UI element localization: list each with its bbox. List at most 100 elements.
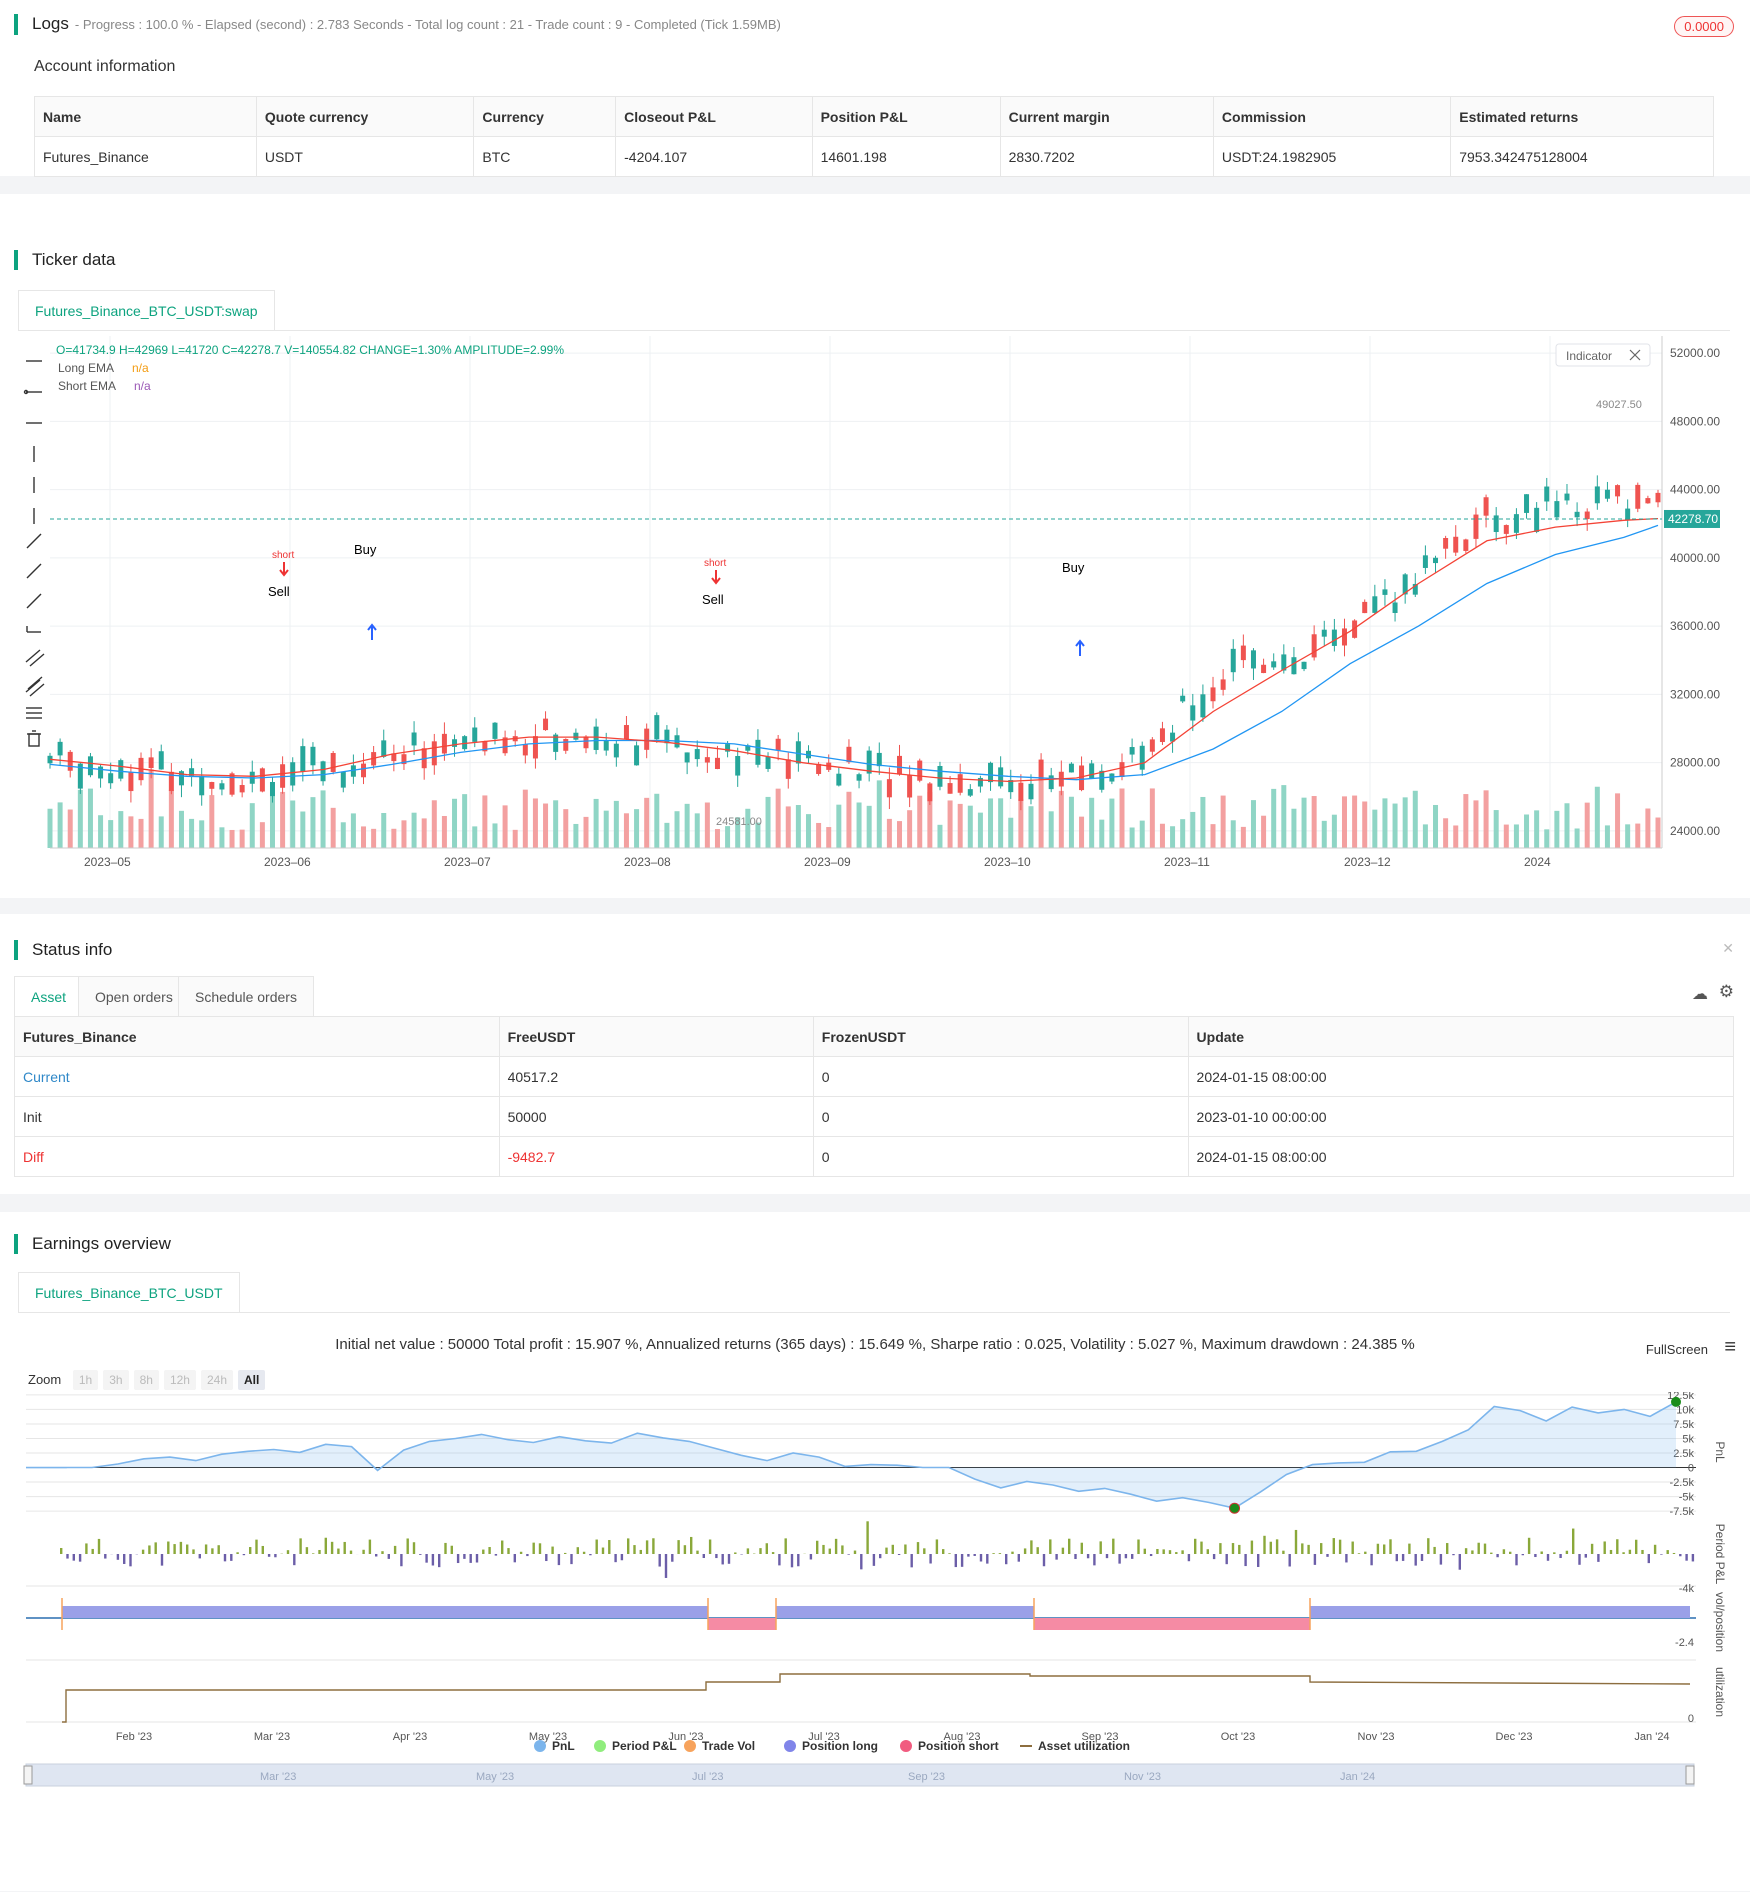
volume-bar <box>968 806 973 848</box>
parallel-channel-icon[interactable] <box>26 650 44 666</box>
volume-bar <box>1211 824 1216 848</box>
period-pnl-bar <box>148 1545 150 1554</box>
legend-asset-utilization[interactable]: Asset utilization <box>1020 1739 1130 1753</box>
fullscreen-button[interactable]: FullScreen <box>1646 1342 1708 1357</box>
period-pnl-bar <box>85 1543 87 1554</box>
period-pnl-bar <box>1219 1543 1221 1554</box>
position-long-bar <box>1310 1606 1690 1618</box>
drawing-toolbar[interactable] <box>25 361 45 746</box>
indicator-button[interactable]: Indicator <box>1556 344 1650 366</box>
x-tick-label: 2023–08 <box>624 855 671 869</box>
tab-ticker-symbol[interactable]: Futures_Binance_BTC_USDT:swap <box>18 290 275 330</box>
cloud-download-icon[interactable]: ☁ <box>1692 984 1708 1004</box>
gear-icon[interactable]: ⚙ <box>1719 982 1734 1002</box>
period-pnl-bar <box>1081 1543 1083 1554</box>
candle-body <box>776 739 781 751</box>
candle-body <box>1200 694 1205 717</box>
legend-pnl[interactable]: PnL <box>534 1739 575 1753</box>
tab-asset[interactable]: Asset <box>14 976 83 1016</box>
volume-bar <box>634 809 639 848</box>
candle-body <box>968 789 973 796</box>
period-pnl-bar <box>432 1554 434 1566</box>
pnl-area <box>26 1402 1676 1508</box>
zoom-24h-button[interactable]: 24h <box>201 1370 233 1390</box>
zoom-8h-button[interactable]: 8h <box>134 1370 159 1390</box>
candle-body <box>1342 628 1347 645</box>
earnings-chart[interactable]: 12.5k10k7.5k5k2.5k0-2.5k-5k-7.5k-4k-2.40… <box>0 1392 1750 1892</box>
candle-body <box>361 764 366 778</box>
price-label-icon[interactable] <box>27 626 41 632</box>
table-cell: 2023-01-10 00:00:00 <box>1188 1097 1733 1137</box>
period-pnl-bar <box>1415 1554 1417 1566</box>
candle-body <box>584 736 589 748</box>
candle-body <box>442 734 447 754</box>
menu-icon[interactable]: ≡ <box>1724 1336 1736 1359</box>
volume-bar <box>1554 811 1559 848</box>
volume-bar <box>250 803 255 848</box>
period-pnl-bar <box>1169 1550 1171 1554</box>
candle-body <box>624 725 629 739</box>
candle-body <box>1069 764 1074 773</box>
volume-bar <box>1160 824 1165 848</box>
period-pnl-bar <box>633 1545 635 1554</box>
x-tick-label: Oct '23 <box>1221 1731 1256 1743</box>
candle-body <box>321 761 326 781</box>
fib-levels-icon[interactable] <box>26 708 42 718</box>
legend-label: Trade Vol <box>702 1739 755 1753</box>
zoom-3h-button[interactable]: 3h <box>103 1370 128 1390</box>
period-pnl-bar <box>854 1551 856 1554</box>
period-pnl-bar <box>1106 1554 1108 1558</box>
price-chart[interactable]: 52000.0048000.0044000.0040000.0036000.00… <box>0 336 1750 896</box>
tab-schedule-orders[interactable]: Schedule orders <box>178 976 314 1016</box>
period-pnl-bar <box>1137 1540 1139 1554</box>
period-pnl-bar <box>810 1554 812 1559</box>
navigator-left-handle[interactable] <box>24 1766 32 1784</box>
period-pnl-bar <box>621 1554 623 1560</box>
line-icon[interactable] <box>27 594 41 608</box>
fib-retracement-icon[interactable] <box>26 677 44 696</box>
legend-long-ema[interactable]: Long EMA n/a <box>58 361 149 375</box>
volume-bar <box>604 811 609 848</box>
volume-bar <box>1099 820 1104 848</box>
candle-body <box>472 728 477 742</box>
volume-bar <box>391 829 396 848</box>
legend-position-long[interactable]: Position long <box>784 1739 878 1753</box>
period-pnl-bar <box>1339 1540 1341 1554</box>
period-pnl-bar <box>482 1550 484 1554</box>
period-pnl-bar <box>249 1547 251 1554</box>
period-pnl-bar <box>841 1545 843 1554</box>
period-pnl-bar <box>488 1547 490 1554</box>
legend-label: PnL <box>552 1739 575 1753</box>
navigator-tick-label: Sep '23 <box>908 1771 945 1783</box>
axis-title: utilization <box>1713 1667 1727 1717</box>
trash-icon[interactable] <box>27 731 41 746</box>
volume-bar <box>766 797 771 848</box>
legend-swatch <box>900 1740 912 1752</box>
zoom-12h-button[interactable]: 12h <box>164 1370 196 1390</box>
legend-short-ema[interactable]: Short EMA n/a <box>58 379 151 393</box>
volume-bar <box>584 817 589 848</box>
period-pnl-bar <box>652 1538 654 1554</box>
account-col-header: Currency <box>474 97 616 137</box>
legend-period-p-l[interactable]: Period P&L <box>594 1739 677 1753</box>
period-pnl-bar <box>848 1554 850 1555</box>
navigator-right-handle[interactable] <box>1686 1766 1694 1784</box>
close-icon[interactable]: ✕ <box>1722 940 1734 957</box>
table-cell: 50000 <box>499 1097 813 1137</box>
legend-position-short[interactable]: Position short <box>900 1739 999 1753</box>
table-cell: 40517.2 <box>499 1057 813 1097</box>
volume-bar <box>1089 798 1094 848</box>
tab-earnings-symbol[interactable]: Futures_Binance_BTC_USDT <box>18 1272 240 1312</box>
period-pnl-bar <box>1358 1553 1360 1554</box>
tab-open-orders[interactable]: Open orders <box>78 976 190 1016</box>
period-pnl-bar <box>1011 1552 1013 1554</box>
horizontal-ray-icon[interactable] <box>25 391 43 394</box>
account-cell: Futures_Binance <box>35 137 257 177</box>
segment-icon[interactable] <box>27 564 41 578</box>
zoom-1h-button[interactable]: 1h <box>73 1370 98 1390</box>
period-pnl-bar <box>274 1554 276 1557</box>
zoom-all-button[interactable]: All <box>238 1370 265 1390</box>
period-pnl-bar <box>608 1540 610 1554</box>
ray-icon[interactable] <box>27 534 41 548</box>
period-pnl-bar <box>703 1554 705 1558</box>
